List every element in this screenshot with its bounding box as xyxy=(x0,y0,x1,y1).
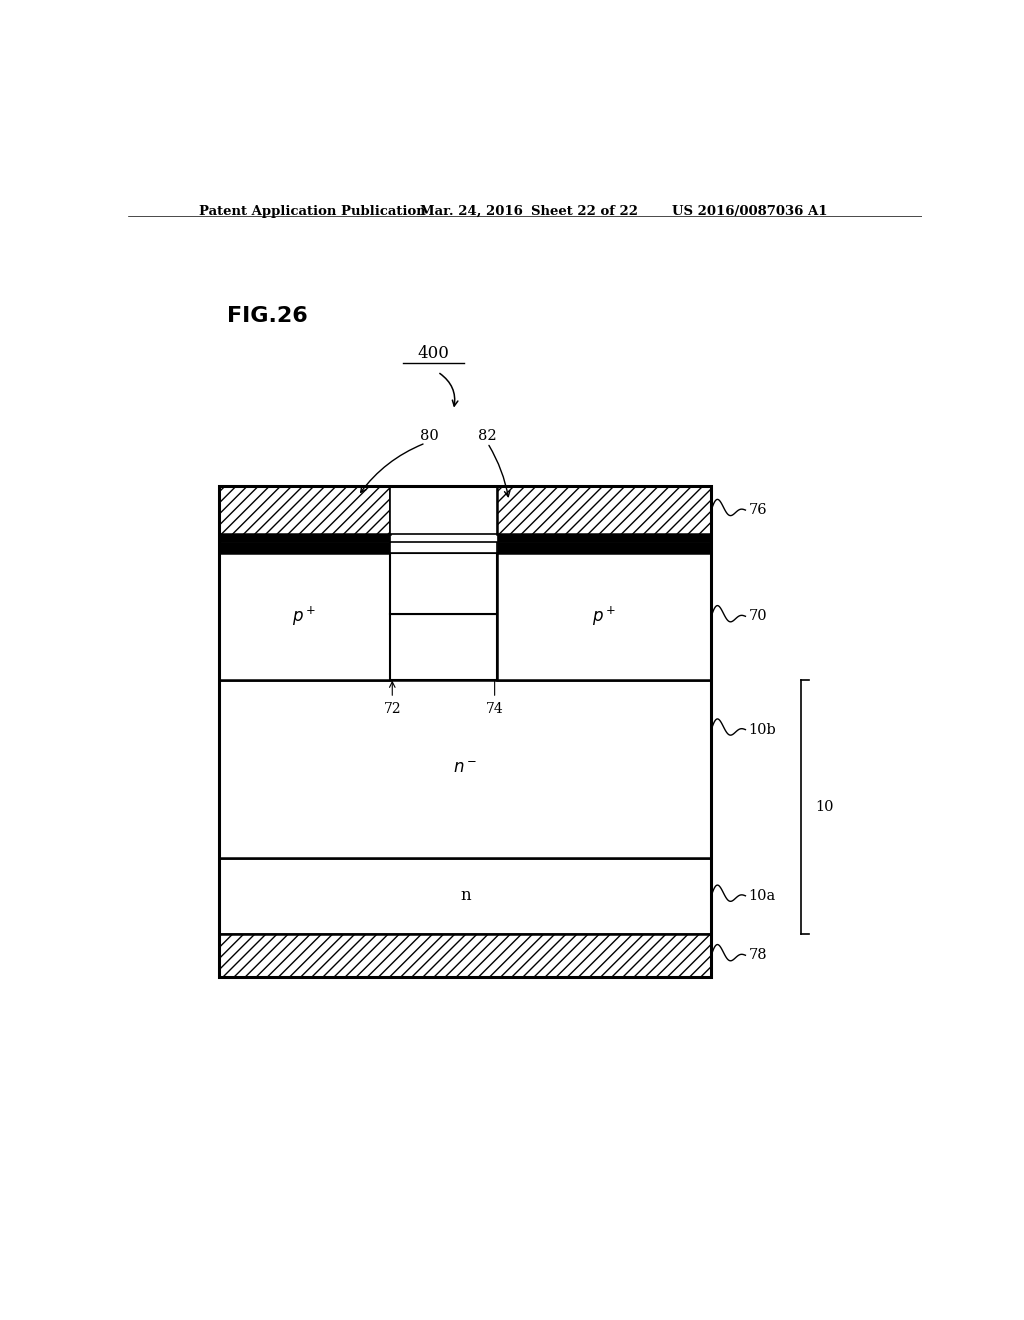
Text: n: n xyxy=(460,887,471,904)
Bar xyxy=(219,935,712,977)
Bar xyxy=(219,858,712,935)
Text: $p^-$: $p^-$ xyxy=(433,639,454,655)
Bar xyxy=(219,535,390,541)
Bar xyxy=(390,553,497,614)
Text: Patent Application Publication: Patent Application Publication xyxy=(200,205,426,218)
Bar xyxy=(390,614,497,680)
Text: $n^+$: $n^+$ xyxy=(433,574,454,591)
Text: 72: 72 xyxy=(383,702,401,717)
Bar xyxy=(219,541,390,553)
Text: US 2016/0087036 A1: US 2016/0087036 A1 xyxy=(672,205,827,218)
Bar xyxy=(219,486,390,535)
Bar xyxy=(497,541,712,553)
Bar xyxy=(497,486,712,535)
Text: Mar. 24, 2016: Mar. 24, 2016 xyxy=(420,205,523,218)
Text: 10b: 10b xyxy=(749,722,776,737)
Text: $n^-$: $n^-$ xyxy=(454,760,477,777)
Bar xyxy=(390,541,497,553)
Text: 10a: 10a xyxy=(749,888,776,903)
Text: FIG.26: FIG.26 xyxy=(227,306,308,326)
Bar xyxy=(390,486,497,535)
Bar xyxy=(219,486,712,977)
Text: 82: 82 xyxy=(478,429,497,444)
Text: 76: 76 xyxy=(749,503,767,517)
Text: $p^+$: $p^+$ xyxy=(592,605,616,628)
Text: 78: 78 xyxy=(749,948,767,962)
Bar xyxy=(219,553,390,680)
Text: 74: 74 xyxy=(485,702,504,717)
Bar xyxy=(497,553,712,680)
Bar xyxy=(219,680,712,858)
Text: 70: 70 xyxy=(749,610,767,623)
Text: 10: 10 xyxy=(815,800,834,814)
Text: $p^+$: $p^+$ xyxy=(293,605,316,628)
Text: 80: 80 xyxy=(420,429,439,444)
Text: Sheet 22 of 22: Sheet 22 of 22 xyxy=(531,205,638,218)
Bar xyxy=(497,535,712,541)
Text: 400: 400 xyxy=(418,345,450,362)
